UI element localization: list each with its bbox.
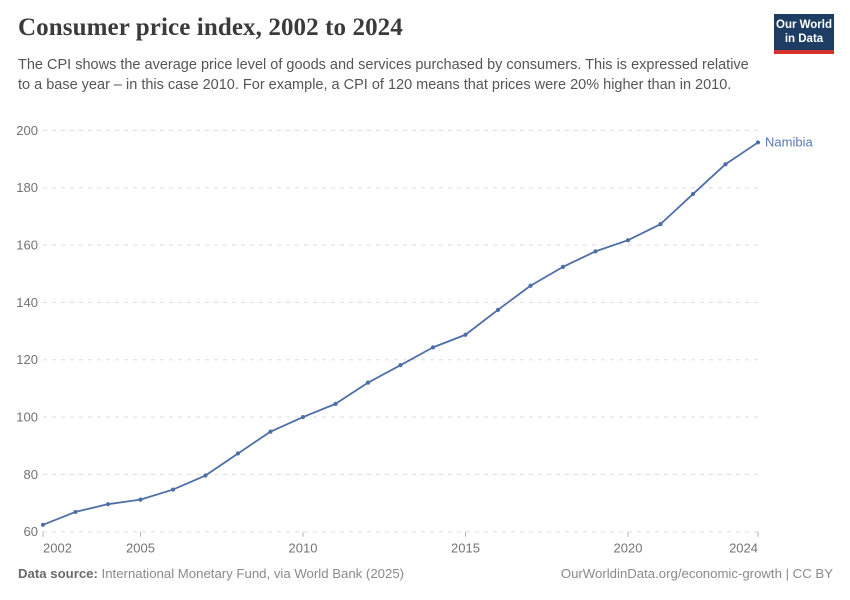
owid-logo-line1: Our World (776, 19, 833, 31)
y-axis-tick-label: 200 (16, 123, 38, 138)
data-point-marker (170, 487, 176, 492)
data-point-marker (560, 264, 566, 269)
data-point-marker (430, 345, 436, 350)
owid-logo-line2: in Data (784, 32, 824, 45)
chart-footer: Data source: International Monetary Fund… (18, 566, 833, 581)
chart-subtitle: The CPI shows the average price level of… (18, 57, 749, 93)
y-axis-tick-label: 100 (16, 410, 38, 425)
line-chart: 60 80 100 120 140 160 180 200 2002 2005 2010 2015 20… (16, 123, 813, 556)
x-axis-tick-label: 2002 (43, 541, 72, 556)
y-axis-tick-label: 140 (16, 295, 38, 310)
data-source-value: International Monetary Fund, via World B… (97, 566, 405, 581)
data-point-marker (593, 249, 598, 254)
data-point-marker (105, 502, 111, 507)
data-point-marker (658, 222, 663, 227)
x-axis-tick-label: 2024 (729, 541, 758, 556)
data-point-marker (40, 522, 46, 527)
y-axis-tick-label: 160 (16, 238, 38, 253)
data-point-marker (333, 401, 338, 406)
data-point-marker (203, 473, 208, 478)
data-source-label: Data source: (18, 566, 98, 581)
x-axis-tick-label: 2020 (614, 541, 643, 556)
data-point-marker (365, 380, 371, 385)
data-point-marker (690, 191, 696, 197)
y-axis-tick-label: 60 (24, 524, 38, 539)
series-line (42, 141, 759, 526)
data-point-marker (528, 283, 533, 288)
y-axis-tick-label: 120 (16, 352, 38, 367)
data-point-marker (73, 509, 78, 515)
x-axis-tick-label: 2005 (126, 541, 155, 556)
x-axis-tick-label: 2015 (451, 541, 480, 556)
data-point-marker (398, 363, 403, 368)
y-axis-tick-label: 180 (16, 180, 38, 195)
data-point-marker (300, 414, 306, 420)
page-title: Consumer price index, 2002 to 2024 (18, 14, 403, 41)
series-end-label: Namibia (765, 134, 813, 149)
attribution: OurWorldinData.org/economic-growth | CC … (560, 566, 833, 581)
data-point-marker (755, 140, 761, 145)
y-axis-tick-label: 80 (24, 467, 38, 482)
data-point-marker (625, 238, 631, 243)
x-axis-tick-label: 2010 (289, 541, 318, 556)
data-point-marker (723, 162, 728, 167)
data-point-marker (138, 497, 143, 502)
data-point-marker (463, 332, 468, 337)
data-point-marker (495, 307, 501, 312)
data-point-marker (235, 451, 241, 456)
data-point-marker (268, 429, 273, 434)
data-source: Data source: International Monetary Fund… (18, 566, 404, 581)
owid-logo: Our World in Data (774, 14, 834, 54)
